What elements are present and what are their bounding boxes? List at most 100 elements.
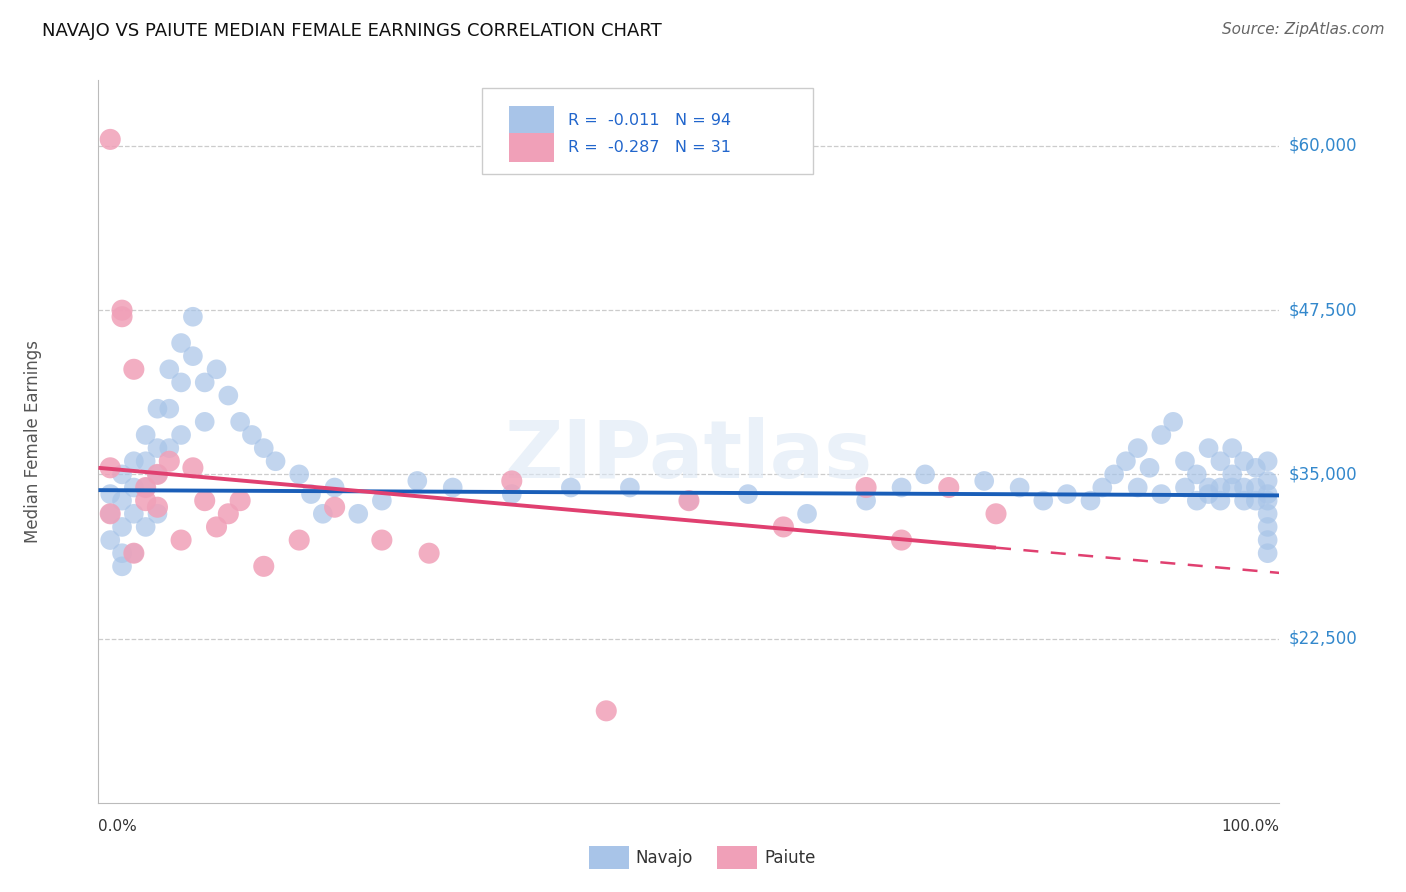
Point	[170, 428, 193, 442]
Text: R =  -0.011   N = 94: R = -0.011 N = 94	[568, 112, 731, 128]
Point	[1161, 415, 1184, 429]
Point	[135, 428, 157, 442]
Point	[1244, 460, 1267, 475]
Point	[146, 467, 169, 482]
Point	[371, 493, 394, 508]
Point	[312, 507, 335, 521]
Point	[772, 520, 794, 534]
Point	[1126, 481, 1149, 495]
Point	[111, 493, 134, 508]
Point	[146, 507, 169, 521]
Point	[1032, 493, 1054, 508]
Point	[135, 493, 157, 508]
Point	[122, 454, 145, 468]
Point	[98, 132, 121, 146]
Point	[1233, 481, 1256, 495]
Point	[1139, 460, 1161, 475]
Point	[737, 487, 759, 501]
Point	[1257, 546, 1279, 560]
Point	[253, 559, 276, 574]
Point	[347, 507, 370, 521]
Point	[1115, 454, 1137, 468]
Point	[240, 428, 263, 442]
Point	[98, 507, 121, 521]
Point	[501, 487, 523, 501]
Text: R =  -0.287   N = 31: R = -0.287 N = 31	[568, 140, 731, 155]
Point	[122, 362, 145, 376]
Point	[1198, 481, 1220, 495]
Point	[1126, 441, 1149, 455]
Point	[1185, 467, 1208, 482]
Point	[111, 546, 134, 560]
Point	[1102, 467, 1125, 482]
Point	[914, 467, 936, 482]
Text: 100.0%: 100.0%	[1222, 819, 1279, 833]
Point	[1257, 507, 1279, 521]
Text: $47,500: $47,500	[1289, 301, 1357, 319]
Point	[122, 546, 145, 560]
Point	[288, 533, 311, 547]
Point	[157, 401, 180, 416]
Point	[122, 481, 145, 495]
Point	[170, 533, 193, 547]
Point	[1257, 533, 1279, 547]
Point	[111, 520, 134, 534]
Point	[146, 467, 169, 482]
Point	[323, 481, 346, 495]
Point	[217, 507, 239, 521]
Point	[1257, 493, 1279, 508]
Point	[98, 507, 121, 521]
Point	[984, 507, 1007, 521]
Text: Median Female Earnings: Median Female Earnings	[24, 340, 42, 543]
Point	[157, 441, 180, 455]
Point	[371, 533, 394, 547]
Text: $22,500: $22,500	[1289, 630, 1358, 648]
Point	[229, 493, 252, 508]
Point	[796, 507, 818, 521]
Point	[1008, 481, 1031, 495]
Point	[122, 546, 145, 560]
Point	[501, 474, 523, 488]
Point	[1209, 493, 1232, 508]
Point	[1174, 481, 1197, 495]
Point	[1174, 454, 1197, 468]
Text: 0.0%: 0.0%	[98, 819, 138, 833]
Text: ZIPatlas: ZIPatlas	[505, 417, 873, 495]
Point	[441, 481, 464, 495]
Point	[418, 546, 440, 560]
Point	[181, 349, 204, 363]
Point	[1220, 481, 1243, 495]
Point	[890, 533, 912, 547]
Point	[323, 500, 346, 515]
Point	[1233, 454, 1256, 468]
Point	[1056, 487, 1078, 501]
Text: Navajo: Navajo	[636, 848, 693, 867]
Point	[205, 362, 228, 376]
Point	[264, 454, 287, 468]
Text: $35,000: $35,000	[1289, 466, 1358, 483]
Point	[98, 533, 121, 547]
Point	[194, 415, 217, 429]
Point	[1244, 481, 1267, 495]
Point	[98, 487, 121, 501]
Point	[288, 467, 311, 482]
Text: $60,000: $60,000	[1289, 137, 1357, 155]
Point	[938, 481, 960, 495]
FancyBboxPatch shape	[482, 87, 813, 174]
Point	[135, 454, 157, 468]
Point	[111, 310, 134, 324]
Point	[678, 493, 700, 508]
Text: NAVAJO VS PAIUTE MEDIAN FEMALE EARNINGS CORRELATION CHART: NAVAJO VS PAIUTE MEDIAN FEMALE EARNINGS …	[42, 22, 662, 40]
Point	[1244, 493, 1267, 508]
Text: Paiute: Paiute	[765, 848, 815, 867]
Point	[1150, 487, 1173, 501]
Point	[1198, 487, 1220, 501]
Point	[1091, 481, 1114, 495]
Point	[170, 336, 193, 351]
Point	[855, 481, 877, 495]
Point	[1209, 454, 1232, 468]
Point	[678, 493, 700, 508]
Point	[111, 303, 134, 318]
Point	[111, 467, 134, 482]
Point	[973, 474, 995, 488]
